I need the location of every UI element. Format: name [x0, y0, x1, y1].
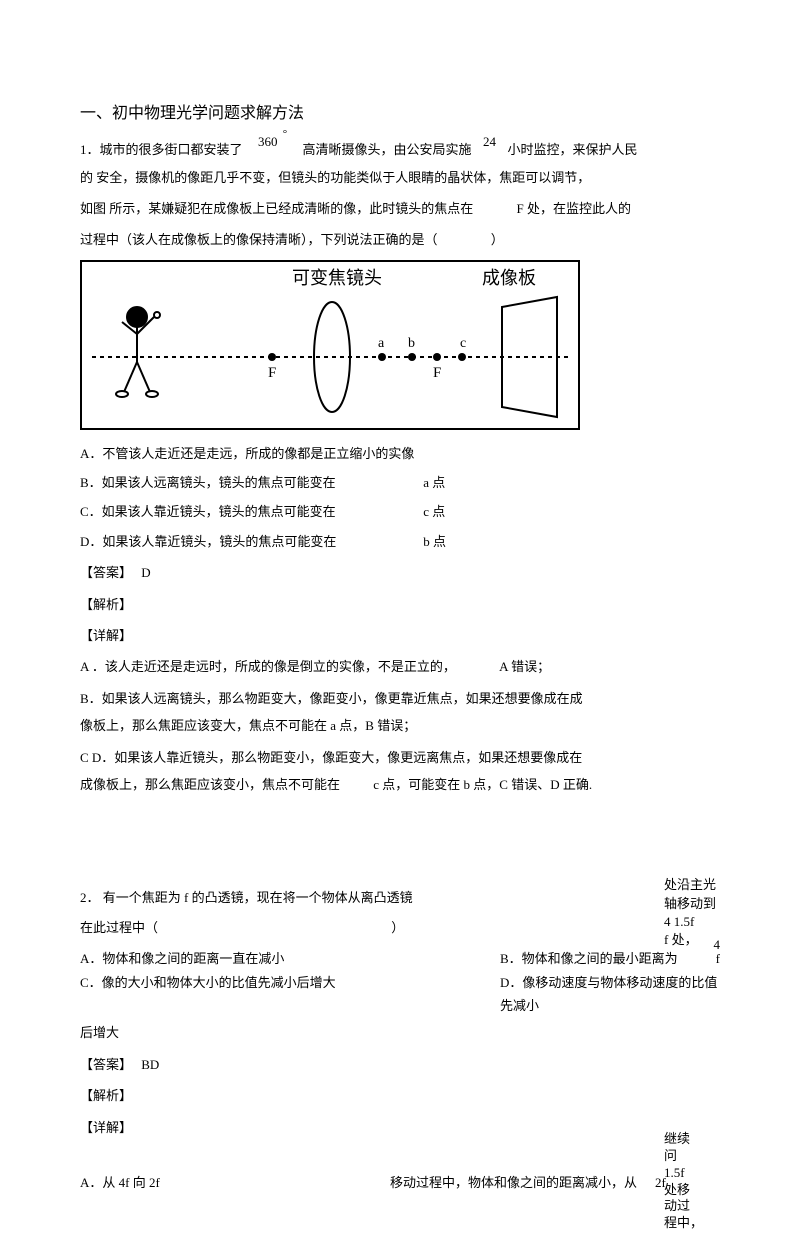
section-title: 一、初中物理光学问题求解方法: [80, 100, 720, 129]
q1-expA-b: A 错误；: [499, 659, 550, 674]
q2-optB: B．物体和像之间的最小距离为 4 f: [500, 947, 720, 970]
F-right: F: [433, 365, 441, 381]
q2-optB-f: f: [716, 947, 720, 970]
q1-deg: °: [283, 128, 287, 140]
plate-label: 成像板: [482, 268, 536, 288]
q1-l4b: ）: [491, 232, 504, 247]
q2-ans-val: BD: [141, 1057, 159, 1072]
q1-detail: 【详解】: [80, 624, 720, 647]
q1-ans-val: D: [141, 565, 150, 580]
lens-diagram-svg: 可变焦镜头 成像板 F a b F c: [82, 262, 578, 428]
q1-answer: 【答案】 D: [80, 561, 720, 584]
q2-line1: 2． 有一个焦距为 f 的凸透镜，现在将一个物体从离凸透镜: [80, 886, 720, 909]
q1-optB: B．如果该人远离镜头，镜头的焦点可能变在 a 点: [80, 471, 720, 494]
q2-num: 2．: [80, 890, 100, 905]
q1-expCD2a: 成像板上，那么焦距应该变小，焦点不可能在: [80, 777, 340, 792]
q2-r1: 处沿主光轴移动到: [664, 877, 716, 910]
q2-optB-a: B．物体和像之间的最小距离为: [500, 951, 678, 966]
q1-optB-pt: a 点: [423, 475, 445, 490]
q1-expCD1: C D．如果该人靠近镜头，那么物距变小，像距变大，像更远离焦点，如果还想要像成在: [80, 746, 720, 769]
q1-line3: 如图 所示，某嫌疑犯在成像板上已经成清晰的像，此时镜头的焦点在 F 处，在监控此…: [80, 197, 720, 220]
q1-expA-a: A ．该人走近还是走远时，所成的像是倒立的实像，不是正立的，: [80, 659, 456, 674]
q2-detail: 【详解】: [80, 1116, 720, 1139]
q1-optD-txt: D．如果该人靠近镜头，镜头的焦点可能变在: [80, 530, 400, 553]
q1-360: 360: [258, 134, 278, 149]
q1-l1b: 高清晰摄像头，由公安局实施: [303, 138, 472, 161]
pt-a: a: [378, 336, 385, 351]
q2-answer: 【答案】 BD: [80, 1053, 720, 1076]
q1-diagram: 可变焦镜头 成像板 F a b F c: [80, 260, 580, 430]
q2-expA-a: A．从 4f 向 2f: [80, 1171, 390, 1194]
q1-optD-pt: b 点: [423, 534, 446, 549]
q2-r2: 4 1.5f: [664, 914, 694, 929]
pt-c: c: [460, 336, 466, 351]
q2-exp-right: 继续问1.5f处移动过程中，: [664, 1131, 720, 1232]
q2-right-text: 处沿主光轴移动到 4 1.5f f 处，: [664, 876, 720, 949]
q1-l1a: 城市的很多街口都安装了: [100, 138, 243, 161]
q1-l3f: F 处，在监控此人的: [517, 201, 631, 216]
q1-expB2: 像板上，那么焦距应该变大，焦点不可能在 a 点，B 错误；: [80, 714, 720, 737]
lens-label: 可变焦镜头: [292, 268, 382, 288]
q2-expA-mid: 移动过程中，物体和像之间的距离减小，从: [390, 1171, 637, 1194]
q2-stem: 有一个焦距为 f 的凸透镜，现在将一个物体从离凸透镜: [103, 890, 413, 905]
q1-expCD2b: c 点，可能变在 b 点，C 错误、D 正确.: [373, 777, 592, 792]
F-left: F: [268, 365, 276, 381]
q1-expA: A ．该人走近还是走远时，所成的像是倒立的实像，不是正立的， A 错误；: [80, 655, 720, 678]
pt-b: b: [408, 336, 415, 351]
q1-24: 24: [472, 130, 508, 153]
q2-r3: f 处，: [664, 932, 698, 947]
q2-l2b: ）: [391, 920, 404, 935]
q1-l4a: 过程中（该人在成像板上的像保持清晰），下列说法正确的是（: [80, 232, 438, 247]
q2-optC2: 后增大: [80, 1021, 720, 1044]
q1-line2: 的 安全，摄像机的像距几乎不变，但镜头的功能类似于人眼睛的晶状体，焦距可以调节，: [80, 166, 720, 189]
q1-analysis: 【解析】: [80, 593, 720, 616]
q2-expA: A．从 4f 向 2f 移动过程中，物体和像之间的距离减小，从 2f: [80, 1171, 720, 1194]
q1-optC-pt: c 点: [423, 504, 445, 519]
q1-l1c: 小时监控，来保护人民: [508, 138, 638, 161]
q2-line2: 在此过程中（ ）: [80, 916, 720, 939]
q2-optA: A．物体和像之间的距离一直在减小: [80, 947, 500, 970]
q2-ans-label: 【答案】: [80, 1057, 132, 1072]
q1-line1: 1． 城市的很多街口都安装了 360 ° 高清晰摄像头，由公安局实施 24 小时…: [80, 137, 720, 162]
q2-optC: C．像的大小和物体大小的比值先减小后增大: [80, 971, 500, 1018]
q1-optD: D．如果该人靠近镜头，镜头的焦点可能变在 b 点: [80, 530, 720, 553]
q1-optC-txt: C．如果该人靠近镜头，镜头的焦点可能变在: [80, 500, 400, 523]
q1-expCD2: 成像板上，那么焦距应该变小，焦点不可能在 c 点，可能变在 b 点，C 错误、D…: [80, 773, 720, 796]
q1-optA: A．不管该人走近还是走远，所成的像都是正立缩小的实像: [80, 442, 720, 465]
q1-optC: C．如果该人靠近镜头，镜头的焦点可能变在 c 点: [80, 500, 720, 523]
q2-l2a: 在此过程中（: [80, 920, 158, 935]
q1-expB1: B．如果该人远离镜头，那么物距变大，像距变小，像更靠近焦点，如果还想要像成在成: [80, 687, 720, 710]
q1-num: 1．: [80, 138, 100, 161]
q1-line4: 过程中（该人在成像板上的像保持清晰），下列说法正确的是（ ）: [80, 228, 720, 251]
q2-analysis: 【解析】: [80, 1084, 720, 1107]
q1-ans-label: 【答案】: [80, 565, 132, 580]
q1-l3a: 如图 所示，某嫌疑犯在成像板上已经成清晰的像，此时镜头的焦点在: [80, 201, 473, 216]
q1-optB-txt: B．如果该人远离镜头，镜头的焦点可能变在: [80, 471, 400, 494]
q2-optD: D．像移动速度与物体移动速度的比值先减小: [500, 971, 720, 1018]
